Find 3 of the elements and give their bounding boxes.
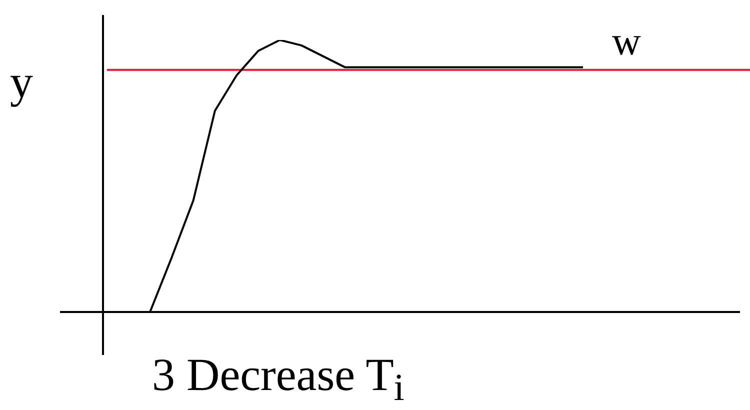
- x-axis-title: 3 Decrease T$_{i}$: [152, 348, 404, 410]
- ref-line-label: w: [612, 18, 641, 64]
- y-axis-title: y: [10, 55, 33, 108]
